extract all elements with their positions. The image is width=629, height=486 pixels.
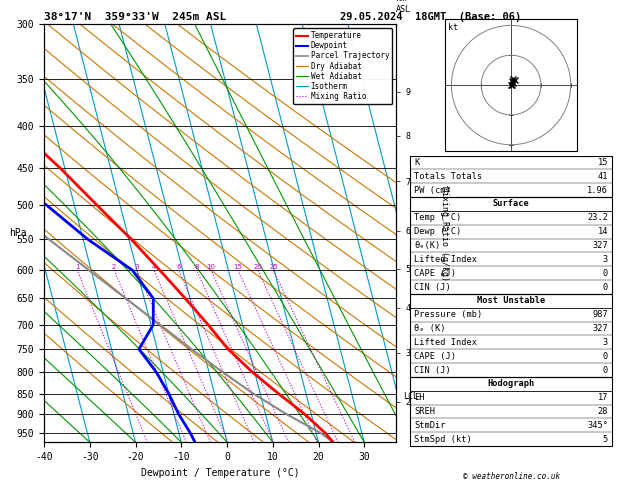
Text: Pressure (mb): Pressure (mb) — [414, 310, 482, 319]
Text: SREH: SREH — [414, 407, 435, 416]
Text: CAPE (J): CAPE (J) — [414, 352, 456, 361]
Text: © weatheronline.co.uk: © weatheronline.co.uk — [463, 472, 560, 481]
Text: 28: 28 — [598, 407, 608, 416]
Text: Lifted Index: Lifted Index — [414, 255, 477, 264]
Text: 1: 1 — [75, 264, 79, 270]
Text: hPa: hPa — [9, 228, 26, 238]
Bar — [410, 197, 612, 294]
Text: 5: 5 — [603, 435, 608, 444]
Bar — [410, 156, 612, 197]
Text: CAPE (J): CAPE (J) — [414, 269, 456, 278]
Text: 0: 0 — [603, 269, 608, 278]
Text: 2: 2 — [112, 264, 116, 270]
Text: 6: 6 — [176, 264, 181, 270]
Text: Hodograph: Hodograph — [487, 380, 535, 388]
Text: LCL: LCL — [403, 392, 418, 401]
Text: StmDir: StmDir — [414, 421, 445, 430]
Text: km
ASL: km ASL — [396, 0, 411, 14]
Text: 23.2: 23.2 — [587, 213, 608, 222]
Text: Dewp (°C): Dewp (°C) — [414, 227, 462, 236]
Text: 14: 14 — [598, 227, 608, 236]
Text: 327: 327 — [593, 324, 608, 333]
X-axis label: Dewpoint / Temperature (°C): Dewpoint / Temperature (°C) — [141, 468, 299, 478]
Text: 15: 15 — [233, 264, 243, 270]
Text: 10: 10 — [206, 264, 216, 270]
Text: Temp (°C): Temp (°C) — [414, 213, 462, 222]
Text: 15: 15 — [598, 158, 608, 167]
Text: CIN (J): CIN (J) — [414, 282, 451, 292]
Text: 41: 41 — [598, 172, 608, 181]
Text: 0: 0 — [603, 352, 608, 361]
Text: 4: 4 — [152, 264, 156, 270]
Text: 25: 25 — [269, 264, 278, 270]
Text: 0: 0 — [603, 365, 608, 375]
Text: Totals Totals: Totals Totals — [414, 172, 482, 181]
Text: 1.96: 1.96 — [587, 186, 608, 194]
Text: Lifted Index: Lifted Index — [414, 338, 477, 347]
Text: 0: 0 — [603, 282, 608, 292]
Text: 3: 3 — [135, 264, 140, 270]
Text: 3: 3 — [603, 255, 608, 264]
Text: 987: 987 — [593, 310, 608, 319]
Text: 38°17'N  359°33'W  245m ASL: 38°17'N 359°33'W 245m ASL — [44, 12, 226, 22]
Bar — [410, 377, 612, 446]
Text: Most Unstable: Most Unstable — [477, 296, 545, 305]
Text: 17: 17 — [598, 393, 608, 402]
Y-axis label: Mixing Ratio (g/kg): Mixing Ratio (g/kg) — [440, 186, 449, 281]
Text: EH: EH — [414, 393, 425, 402]
Text: 327: 327 — [593, 241, 608, 250]
Text: θₑ (K): θₑ (K) — [414, 324, 445, 333]
Text: kt: kt — [448, 23, 458, 33]
Text: K: K — [414, 158, 420, 167]
Text: Surface: Surface — [493, 199, 530, 208]
Text: 20: 20 — [253, 264, 262, 270]
Text: CIN (J): CIN (J) — [414, 365, 451, 375]
Legend: Temperature, Dewpoint, Parcel Trajectory, Dry Adiabat, Wet Adiabat, Isotherm, Mi: Temperature, Dewpoint, Parcel Trajectory… — [293, 28, 392, 104]
Text: θₑ(K): θₑ(K) — [414, 241, 440, 250]
Text: 345°: 345° — [587, 421, 608, 430]
Text: 29.05.2024  18GMT  (Base: 06): 29.05.2024 18GMT (Base: 06) — [340, 12, 521, 22]
Text: PW (cm): PW (cm) — [414, 186, 451, 194]
Text: 3: 3 — [603, 338, 608, 347]
Bar — [410, 294, 612, 377]
Text: 8: 8 — [194, 264, 199, 270]
Text: StmSpd (kt): StmSpd (kt) — [414, 435, 472, 444]
